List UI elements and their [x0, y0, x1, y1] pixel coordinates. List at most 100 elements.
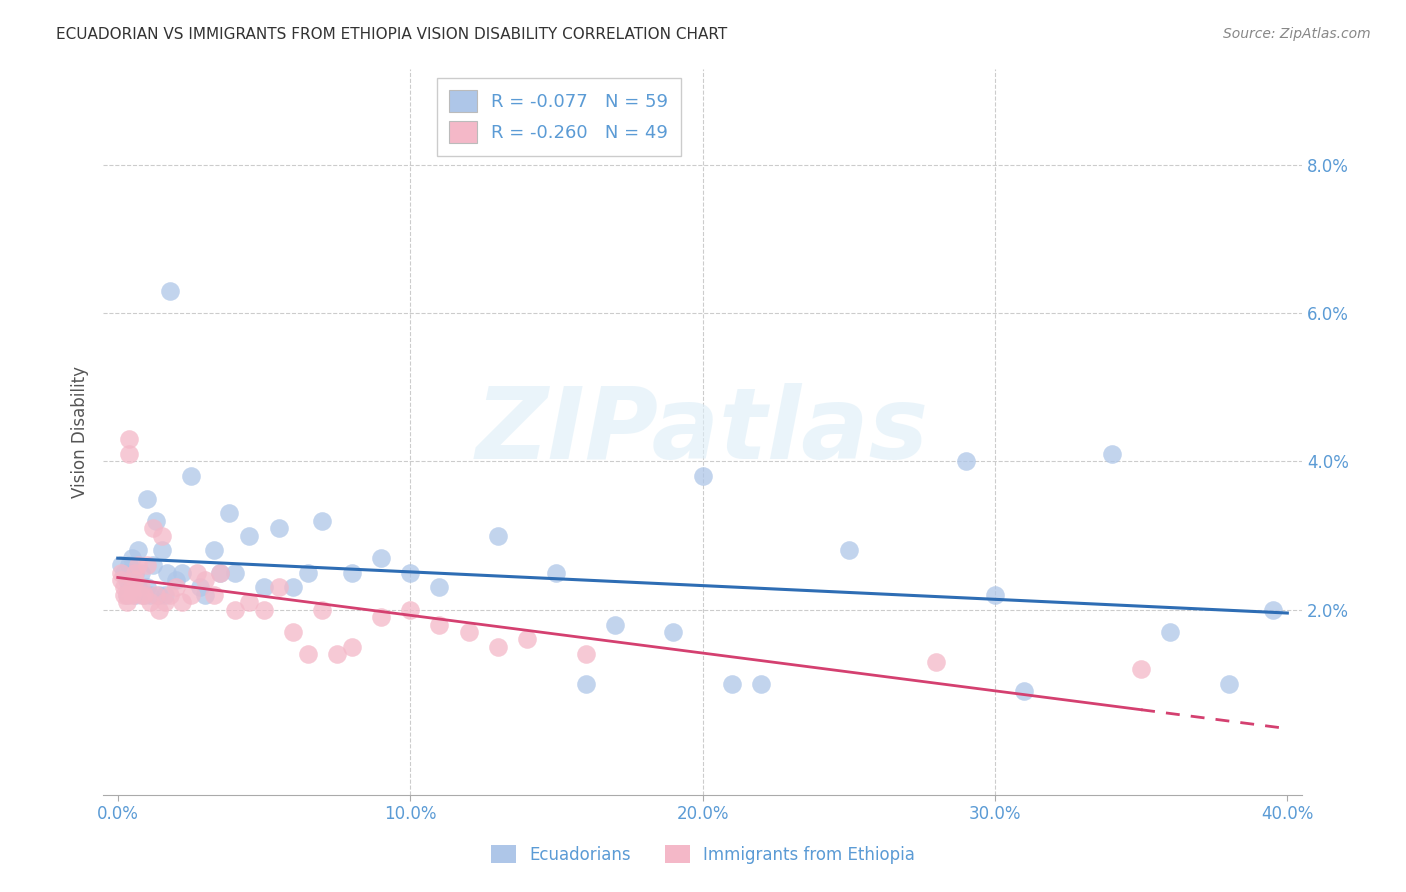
- Point: [486, 528, 509, 542]
- Point: [749, 677, 772, 691]
- Point: [224, 603, 246, 617]
- Point: [1159, 624, 1181, 639]
- Point: [202, 588, 225, 602]
- Point: [720, 677, 742, 691]
- Point: [311, 603, 333, 617]
- Point: [1261, 603, 1284, 617]
- Point: [124, 588, 146, 602]
- Point: [546, 566, 568, 580]
- Point: [124, 566, 146, 580]
- Point: [115, 588, 138, 602]
- Point: [925, 655, 948, 669]
- Point: [124, 573, 146, 587]
- Point: [194, 573, 217, 587]
- Point: [139, 588, 162, 602]
- Point: [145, 514, 167, 528]
- Point: [118, 432, 141, 446]
- Point: [129, 566, 152, 580]
- Point: [121, 588, 143, 602]
- Point: [156, 566, 179, 580]
- Point: [129, 588, 152, 602]
- Point: [118, 558, 141, 573]
- Point: [838, 543, 860, 558]
- Point: [136, 581, 159, 595]
- Point: [115, 595, 138, 609]
- Point: [209, 566, 232, 580]
- Point: [121, 566, 143, 580]
- Point: [170, 566, 193, 580]
- Point: [118, 581, 141, 595]
- Point: [253, 603, 276, 617]
- Point: [326, 647, 349, 661]
- Point: [159, 284, 181, 298]
- Point: [224, 566, 246, 580]
- Text: Source: ZipAtlas.com: Source: ZipAtlas.com: [1223, 27, 1371, 41]
- Point: [297, 566, 319, 580]
- Y-axis label: Vision Disability: Vision Disability: [72, 366, 89, 498]
- Point: [170, 595, 193, 609]
- Legend: Ecuadorians, Immigrants from Ethiopia: Ecuadorians, Immigrants from Ethiopia: [485, 838, 921, 871]
- Point: [238, 595, 260, 609]
- Point: [112, 581, 135, 595]
- Point: [127, 543, 149, 558]
- Point: [267, 581, 290, 595]
- Legend: R = -0.077   N = 59, R = -0.260   N = 49: R = -0.077 N = 59, R = -0.260 N = 49: [437, 78, 681, 156]
- Point: [142, 521, 165, 535]
- Point: [340, 566, 363, 580]
- Point: [110, 558, 132, 573]
- Point: [159, 588, 181, 602]
- Point: [984, 588, 1007, 602]
- Point: [662, 624, 685, 639]
- Point: [218, 506, 240, 520]
- Text: ECUADORIAN VS IMMIGRANTS FROM ETHIOPIA VISION DISABILITY CORRELATION CHART: ECUADORIAN VS IMMIGRANTS FROM ETHIOPIA V…: [56, 27, 727, 42]
- Point: [253, 581, 276, 595]
- Point: [139, 595, 162, 609]
- Point: [370, 610, 392, 624]
- Point: [148, 603, 170, 617]
- Point: [153, 588, 176, 602]
- Point: [121, 550, 143, 565]
- Point: [148, 588, 170, 602]
- Point: [132, 588, 155, 602]
- Point: [603, 617, 626, 632]
- Point: [370, 550, 392, 565]
- Point: [180, 469, 202, 483]
- Point: [429, 581, 451, 595]
- Point: [429, 617, 451, 632]
- Point: [112, 566, 135, 580]
- Point: [1218, 677, 1240, 691]
- Point: [283, 581, 305, 595]
- Point: [188, 581, 211, 595]
- Point: [127, 581, 149, 595]
- Point: [118, 447, 141, 461]
- Point: [574, 647, 596, 661]
- Point: [121, 581, 143, 595]
- Point: [150, 543, 173, 558]
- Point: [153, 595, 176, 609]
- Point: [209, 566, 232, 580]
- Point: [186, 566, 208, 580]
- Point: [145, 588, 167, 602]
- Point: [1130, 662, 1153, 676]
- Point: [150, 528, 173, 542]
- Point: [136, 558, 159, 573]
- Point: [486, 640, 509, 654]
- Point: [1101, 447, 1123, 461]
- Point: [516, 632, 538, 647]
- Point: [1012, 684, 1035, 698]
- Point: [165, 573, 187, 587]
- Point: [142, 558, 165, 573]
- Point: [127, 558, 149, 573]
- Point: [399, 566, 422, 580]
- Point: [574, 677, 596, 691]
- Point: [110, 573, 132, 587]
- Point: [132, 588, 155, 602]
- Point: [110, 566, 132, 580]
- Point: [180, 588, 202, 602]
- Point: [202, 543, 225, 558]
- Point: [115, 588, 138, 602]
- Point: [129, 581, 152, 595]
- Point: [311, 514, 333, 528]
- Text: ZIPatlas: ZIPatlas: [477, 384, 929, 480]
- Point: [194, 588, 217, 602]
